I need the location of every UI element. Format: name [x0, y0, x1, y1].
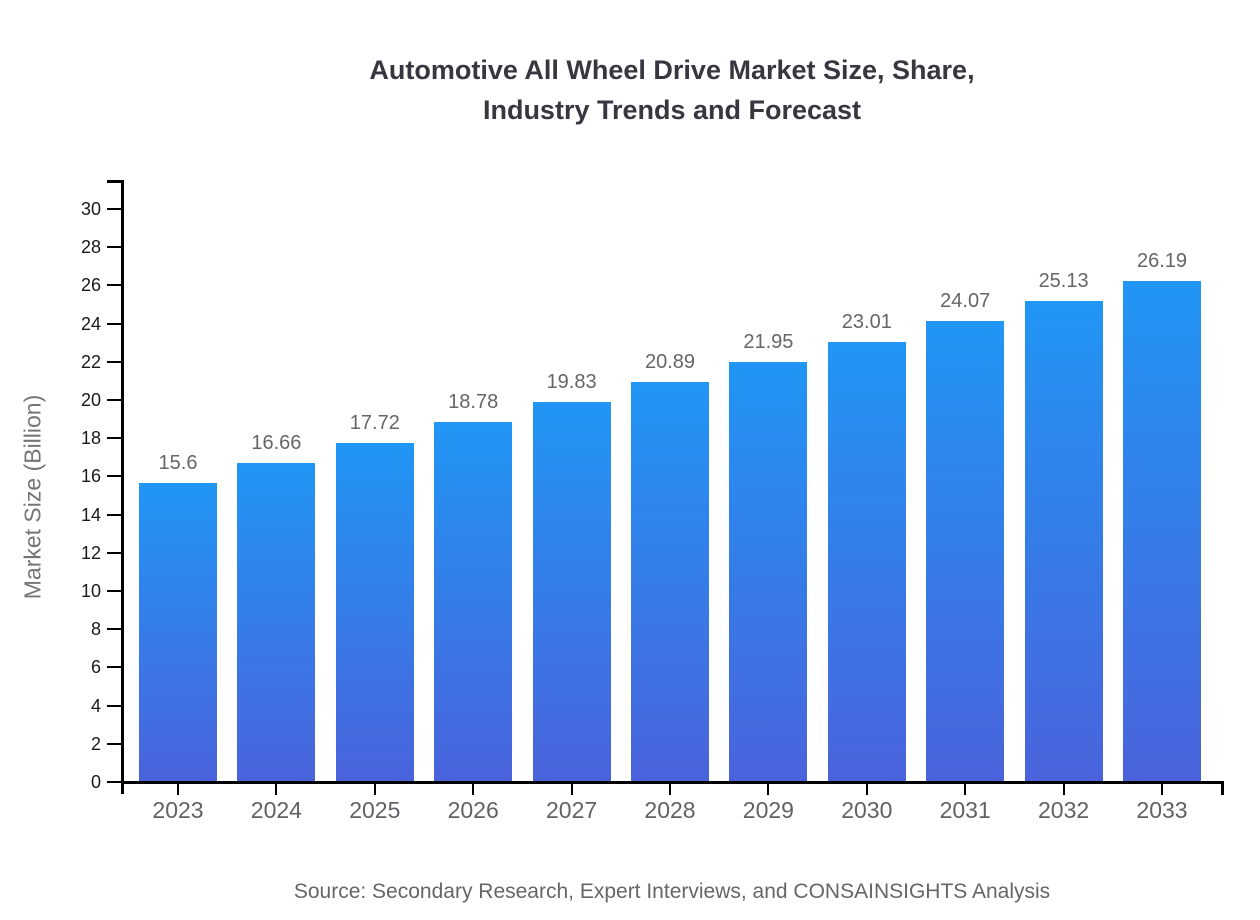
- y-axis-line: [121, 180, 124, 794]
- x-tick-2028: [669, 784, 671, 795]
- x-tick-2026: [472, 784, 475, 795]
- x-tick-2029: [767, 784, 770, 795]
- y-axis-title: Market Size (Billion): [19, 394, 46, 600]
- y-tick-label: 24: [80, 313, 101, 334]
- y-tick: [107, 475, 121, 478]
- bar-2026: [434, 422, 513, 781]
- chart-title-line2: Industry Trends and Forecast: [482, 95, 862, 125]
- x-tick-2033: [1161, 784, 1163, 795]
- y-tick: [107, 590, 121, 592]
- chart-title-line1: Automotive All Wheel Drive Market Size, …: [369, 55, 975, 85]
- y-tick: [107, 360, 121, 363]
- y-tick: [107, 284, 121, 287]
- y-tick-label: 2: [90, 733, 101, 754]
- bar-value-label-2033: 26.19: [1136, 249, 1188, 272]
- x-tick-2027: [570, 784, 573, 795]
- x-category-label-2029: 2029: [742, 797, 794, 823]
- chart-title: Automotive All Wheel Drive Market Size, …: [122, 50, 1222, 130]
- x-axis-end-cap: [1221, 781, 1224, 795]
- bar-value-label-2032: 25.13: [1038, 270, 1089, 293]
- x-tick-2030: [865, 784, 868, 795]
- y-tick-label: 30: [80, 199, 101, 219]
- x-tick-2025: [373, 784, 376, 795]
- y-axis-end-cap: [107, 180, 121, 183]
- y-tick: [107, 513, 121, 516]
- bar-value-label-2028: 20.89: [644, 351, 696, 373]
- y-tick: [107, 551, 121, 554]
- y-tick-label: 20: [80, 390, 101, 410]
- y-tick: [107, 208, 121, 210]
- y-tick-label: 6: [90, 657, 101, 678]
- source-note: Source: Secondary Research, Expert Inter…: [293, 880, 1051, 903]
- x-category-label-2027: 2027: [546, 797, 598, 823]
- x-category-label-2028: 2028: [644, 797, 696, 823]
- bar-value-label-2029: 21.95: [743, 330, 794, 353]
- bar-value-label-2025: 17.72: [349, 411, 400, 434]
- y-tick-label: 28: [80, 237, 101, 258]
- y-tick: [107, 666, 121, 669]
- y-tick-label: 4: [90, 695, 101, 716]
- bar-2032: [1024, 301, 1103, 781]
- bar-2023: [139, 483, 217, 781]
- bar-2031: [926, 321, 1005, 781]
- bar-2024: [237, 462, 316, 781]
- bar-2025: [335, 442, 414, 781]
- y-tick: [107, 399, 121, 401]
- x-tick-2032: [1062, 784, 1065, 795]
- bar-value-label-2027: 19.83: [546, 371, 597, 394]
- x-tick-2031: [964, 784, 967, 795]
- y-tick: [107, 322, 121, 325]
- y-tick-label: 14: [80, 504, 101, 525]
- y-tick-label: 0: [90, 772, 101, 792]
- y-tick: [107, 246, 121, 249]
- x-category-label-2023: 2023: [152, 797, 204, 823]
- x-category-label-2025: 2025: [349, 797, 401, 823]
- y-tick: [107, 628, 121, 631]
- bar-2030: [827, 341, 906, 781]
- y-tick: [107, 437, 121, 440]
- x-axis-line: [121, 781, 1224, 784]
- x-category-label-2032: 2032: [1038, 797, 1090, 823]
- y-tick: [107, 781, 121, 783]
- x-tick-2023: [177, 784, 179, 795]
- x-category-label-2024: 2024: [250, 797, 302, 823]
- x-category-label-2033: 2033: [1136, 797, 1188, 823]
- bar-2029: [729, 361, 808, 781]
- y-tick-label: 16: [80, 466, 101, 487]
- y-tick: [107, 742, 121, 745]
- bar-2033: [1123, 280, 1201, 781]
- bar-2028: [631, 382, 709, 781]
- x-category-label-2030: 2030: [841, 797, 893, 823]
- bar-2027: [532, 402, 611, 781]
- x-category-label-2026: 2026: [447, 797, 499, 823]
- y-tick-label: 8: [90, 619, 101, 640]
- bar-value-label-2024: 16.66: [251, 431, 302, 454]
- y-tick-label: 22: [80, 351, 101, 372]
- bar-value-label-2023: 15.6: [158, 452, 198, 475]
- y-tick-label: 12: [80, 542, 101, 563]
- bar-value-label-2031: 24.07: [940, 290, 991, 313]
- x-category-label-2031: 2031: [939, 797, 991, 823]
- y-tick-label: 26: [80, 275, 101, 296]
- y-tick-label: 18: [80, 428, 101, 449]
- y-tick: [107, 704, 121, 707]
- y-tick-label: 10: [80, 581, 101, 601]
- bar-value-label-2026: 18.78: [448, 391, 499, 414]
- x-tick-2024: [275, 784, 278, 795]
- bar-value-label-2030: 23.01: [841, 310, 892, 333]
